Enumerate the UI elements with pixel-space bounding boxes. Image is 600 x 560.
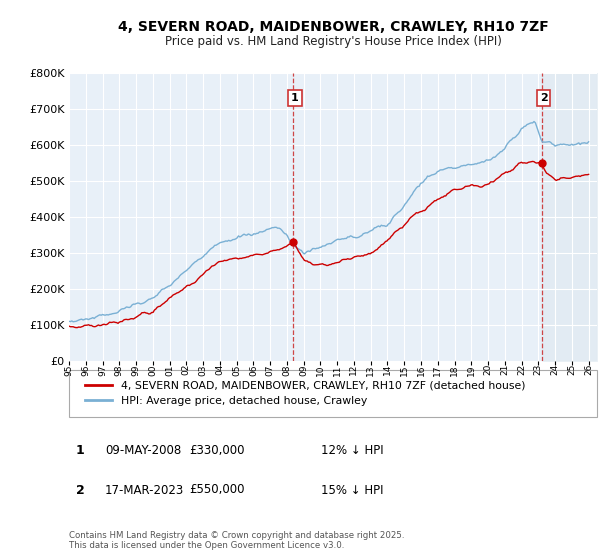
Text: 09: 09: [299, 364, 308, 376]
Text: 19: 19: [467, 364, 476, 376]
Text: 23: 23: [534, 364, 543, 375]
Text: 04: 04: [215, 364, 224, 375]
Text: 97: 97: [98, 364, 107, 376]
Text: 24: 24: [551, 364, 560, 375]
Text: Price paid vs. HM Land Registry's House Price Index (HPI): Price paid vs. HM Land Registry's House …: [164, 35, 502, 48]
Text: 07: 07: [266, 364, 275, 376]
Text: 21: 21: [500, 364, 509, 375]
Text: £550,000: £550,000: [189, 483, 245, 497]
Text: 1: 1: [291, 93, 299, 103]
Text: 17-MAR-2023: 17-MAR-2023: [105, 483, 184, 497]
Text: 15: 15: [400, 364, 409, 376]
Text: 1: 1: [76, 444, 85, 458]
Text: 98: 98: [115, 364, 124, 376]
Text: 95: 95: [65, 364, 74, 376]
Text: 15% ↓ HPI: 15% ↓ HPI: [321, 483, 383, 497]
Text: 01: 01: [165, 364, 174, 376]
Text: £330,000: £330,000: [189, 444, 245, 458]
Text: 18: 18: [450, 364, 459, 376]
Text: Contains HM Land Registry data © Crown copyright and database right 2025.
This d: Contains HM Land Registry data © Crown c…: [69, 530, 404, 550]
Text: 26: 26: [584, 364, 593, 375]
Text: 09-MAY-2008: 09-MAY-2008: [105, 444, 181, 458]
Text: 2: 2: [76, 483, 85, 497]
Text: 99: 99: [131, 364, 140, 376]
Text: 14: 14: [383, 364, 392, 375]
Text: 13: 13: [366, 364, 375, 376]
Text: 03: 03: [199, 364, 208, 376]
Text: 4, SEVERN ROAD, MAIDENBOWER, CRAWLEY, RH10 7ZF: 4, SEVERN ROAD, MAIDENBOWER, CRAWLEY, RH…: [118, 20, 548, 34]
Legend: 4, SEVERN ROAD, MAIDENBOWER, CRAWLEY, RH10 7ZF (detached house), HPI: Average pr: 4, SEVERN ROAD, MAIDENBOWER, CRAWLEY, RH…: [80, 375, 531, 412]
Text: 16: 16: [416, 364, 425, 376]
Text: 10: 10: [316, 364, 325, 376]
Text: 25: 25: [568, 364, 577, 375]
Text: 05: 05: [232, 364, 241, 376]
Text: 06: 06: [249, 364, 258, 376]
Text: 08: 08: [283, 364, 292, 376]
Text: 20: 20: [484, 364, 493, 375]
Text: 00: 00: [148, 364, 157, 376]
Text: 22: 22: [517, 364, 526, 375]
Text: 12% ↓ HPI: 12% ↓ HPI: [321, 444, 383, 458]
Text: 11: 11: [332, 364, 341, 376]
Text: 17: 17: [433, 364, 442, 376]
Text: 12: 12: [349, 364, 358, 375]
Text: 2: 2: [539, 93, 547, 103]
Text: 02: 02: [182, 364, 191, 375]
Text: 96: 96: [81, 364, 90, 376]
